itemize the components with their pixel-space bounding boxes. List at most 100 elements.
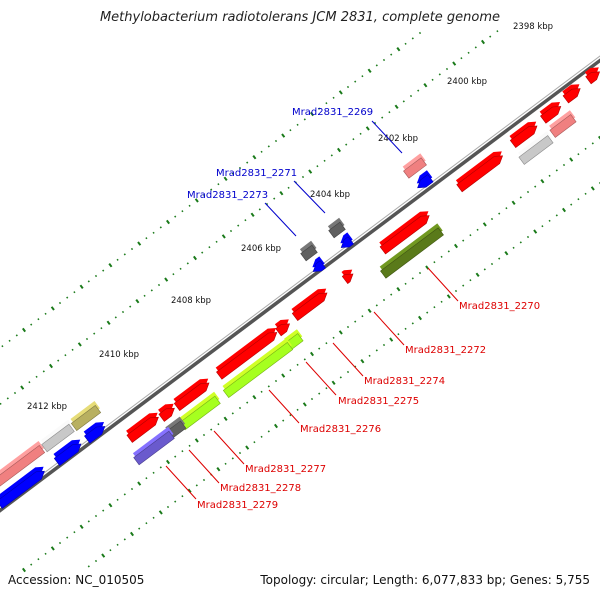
tick-mark xyxy=(73,531,76,534)
tick-mark xyxy=(50,306,55,311)
tick-mark xyxy=(246,401,249,404)
tick-mark xyxy=(244,219,247,222)
gene-2274-red[interactable] xyxy=(273,316,294,337)
gene-left-pink[interactable] xyxy=(0,441,46,490)
tick-mark xyxy=(526,235,530,239)
tick-mark xyxy=(109,549,112,552)
leader-2269 xyxy=(371,120,403,154)
tick-mark xyxy=(316,165,319,168)
leader-2276 xyxy=(268,389,300,424)
gene-2271-blue[interactable] xyxy=(336,232,355,251)
tick-mark xyxy=(123,253,126,256)
tick-mark xyxy=(121,310,125,314)
tick-mark xyxy=(15,334,18,337)
tick-mark xyxy=(309,351,315,357)
tick-mark xyxy=(476,228,479,231)
tick-mark xyxy=(440,255,443,258)
gene-red-mid[interactable] xyxy=(290,285,331,322)
tick-mark xyxy=(318,107,321,110)
gene-left-blue-b[interactable] xyxy=(52,436,85,467)
gene-pink-upper[interactable] xyxy=(401,153,428,179)
leader-2271 xyxy=(293,180,326,214)
tick-mark xyxy=(157,283,161,287)
tick-mark xyxy=(375,349,378,352)
genome-title: Methylobacterium radiotolerans JCM 2831,… xyxy=(99,10,501,25)
tick-mark xyxy=(145,237,148,240)
tick-mark xyxy=(265,202,269,206)
tick-mark xyxy=(440,300,443,303)
tick-mark xyxy=(409,94,413,98)
tick-mark xyxy=(202,478,206,482)
gene-2273-blue[interactable] xyxy=(308,256,327,275)
tick-mark xyxy=(181,210,184,213)
gene-label-2274: Mrad2831_2274 xyxy=(364,376,445,387)
tick-mark xyxy=(37,318,40,321)
tick-mark xyxy=(301,175,305,179)
tick-mark xyxy=(210,188,213,191)
tick-mark xyxy=(354,80,357,83)
tick-mark xyxy=(590,186,595,191)
tick-mark xyxy=(174,500,177,503)
gene-2273-gray[interactable] xyxy=(298,240,319,262)
tick-mark xyxy=(388,111,391,114)
tick-mark xyxy=(188,444,191,447)
tick-mark xyxy=(390,53,393,56)
gene-left-khaki[interactable] xyxy=(69,401,102,432)
tick-mark xyxy=(223,416,228,421)
tick-mark xyxy=(446,294,451,299)
tick-mark xyxy=(467,51,470,54)
tick-mark xyxy=(181,450,184,453)
gene-left-blue-a[interactable] xyxy=(82,418,109,444)
gene-left-blue-c[interactable] xyxy=(0,463,49,509)
gene-2279-red[interactable] xyxy=(125,409,163,443)
tick-mark xyxy=(367,68,372,73)
tick-mark xyxy=(224,462,227,465)
tick-mark xyxy=(30,563,33,566)
gene-2270-olive[interactable] xyxy=(378,223,445,279)
tick-mark xyxy=(332,336,335,339)
tick-mark xyxy=(152,516,155,519)
tick-mark xyxy=(555,169,558,172)
tick-mark xyxy=(44,552,47,555)
kbp-label-2408: 2408 kbp xyxy=(171,296,211,306)
gene-2275-red[interactable] xyxy=(172,375,213,412)
gene-upper-red-b[interactable] xyxy=(508,118,541,149)
gene-upper-red-d[interactable] xyxy=(561,81,585,104)
tick-mark xyxy=(339,376,342,379)
tick-mark xyxy=(0,402,2,405)
tick-mark xyxy=(201,251,204,254)
gene-features xyxy=(0,64,600,509)
tick-mark xyxy=(310,397,314,401)
gene-2276-red[interactable] xyxy=(214,324,281,380)
tick-mark xyxy=(71,348,74,351)
accession-text: Accession: NC_010505 xyxy=(8,573,145,587)
kbp-label-2398: 2398 kbp xyxy=(513,22,553,32)
gene-label-2277: Mrad2831_2277 xyxy=(245,464,326,475)
tick-mark xyxy=(325,102,328,105)
tick-mark xyxy=(548,219,551,222)
tick-mark xyxy=(100,327,103,330)
gene-2277-red[interactable] xyxy=(157,400,179,422)
gene-2270-red[interactable] xyxy=(378,208,434,255)
tick-mark xyxy=(186,262,189,265)
gene-2272-red[interactable] xyxy=(340,266,357,285)
gene-upper-red-a[interactable] xyxy=(454,148,507,193)
tick-mark xyxy=(361,75,364,78)
gene-2276-lime[interactable] xyxy=(221,338,294,399)
gene-upper-silver[interactable] xyxy=(517,131,555,165)
gene-upper-pink-b[interactable] xyxy=(548,110,578,138)
tick-mark xyxy=(570,203,573,206)
gene-left-silver[interactable] xyxy=(39,419,76,453)
kbp-label-2404: 2404 kbp xyxy=(310,190,350,200)
tick-mark xyxy=(296,408,299,411)
gene-upper-red-e[interactable] xyxy=(583,64,600,85)
tick-mark xyxy=(597,135,600,140)
tick-mark xyxy=(548,174,551,177)
gene-upper-red-c[interactable] xyxy=(538,98,565,124)
gene-2271-gray[interactable] xyxy=(326,217,347,239)
gene-2269-blue[interactable] xyxy=(413,170,435,191)
tick-mark xyxy=(281,373,286,378)
tick-mark xyxy=(79,524,84,530)
gene-2279-slate[interactable] xyxy=(131,426,176,466)
leader-2272 xyxy=(373,311,405,346)
